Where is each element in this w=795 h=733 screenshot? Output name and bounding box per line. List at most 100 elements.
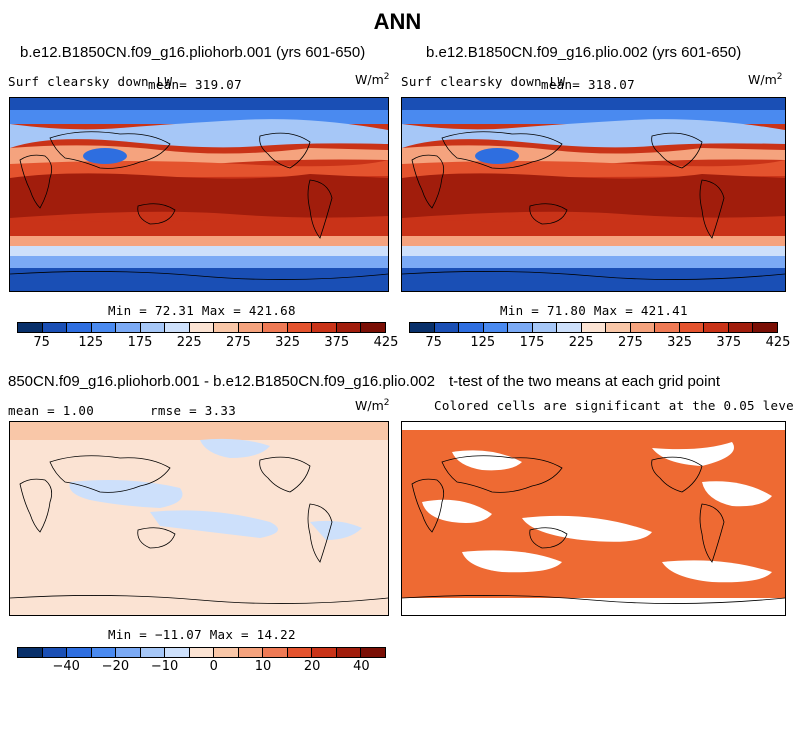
- colorbar-swatch: [728, 323, 754, 332]
- panel2-minmax: Min = 71.80 Max = 421.41: [500, 303, 688, 318]
- panel4-map: [401, 421, 786, 616]
- colorbar-swatch: [189, 648, 215, 657]
- colorbar-tick-label: 425: [765, 335, 791, 350]
- colorbar-swatch: [238, 323, 264, 332]
- colorbar-swatch: [483, 323, 509, 332]
- colorbar-swatch: [91, 323, 117, 332]
- colorbar-tick-label: 40: [353, 659, 370, 674]
- panel2-band-south-mid: [402, 236, 785, 246]
- colorbar-tick-label: 225: [568, 335, 594, 350]
- panel2-band-tropics: [402, 173, 785, 218]
- colorbar-swatch: [630, 323, 656, 332]
- colorbar-swatch: [410, 323, 435, 332]
- colorbar-swatch: [214, 323, 239, 332]
- main-title: ANN: [373, 9, 422, 34]
- panel1-band-north-mid: [10, 119, 388, 148]
- panel3-colorbar: [17, 647, 386, 658]
- colorbar-swatch: [263, 648, 288, 657]
- panel3-mean: mean = 1.00: [8, 403, 95, 418]
- colorbar-swatch: [655, 323, 680, 332]
- colorbar-swatch: [581, 323, 607, 332]
- colorbar-tick-label: 20: [303, 659, 321, 674]
- colorbar-swatch: [18, 648, 43, 657]
- colorbar-tick-label: 125: [78, 335, 104, 350]
- colorbar-swatch: [287, 648, 313, 657]
- colorbar-swatch: [189, 323, 215, 332]
- colorbar-swatch: [140, 323, 166, 332]
- colorbar-swatch: [67, 323, 92, 332]
- colorbar-tick-label: 75: [33, 335, 50, 350]
- colorbar-tick-label: 225: [176, 335, 202, 350]
- panel1-units: W/m2: [355, 72, 390, 88]
- colorbar-tick-label: 175: [127, 335, 153, 350]
- panel1-band-arctic: [10, 110, 388, 124]
- panel4-title: t-test of the two means at each grid poi…: [449, 373, 720, 390]
- panel2-band-south-warm: [402, 218, 785, 236]
- panel3-title: 850CN.f09_g16.pliohorb.001 - b.e12.B1850…: [8, 373, 435, 390]
- panel4-nonsignificant-cells: [402, 422, 785, 615]
- panel2-band-south-cool: [402, 246, 785, 256]
- colorbar-swatch: [459, 323, 484, 332]
- panel3-minmax: Min = −11.07 Max = 14.22: [108, 627, 296, 642]
- panel1-tibet-cold: [83, 148, 127, 164]
- panel2-band-southern-ocean: [402, 256, 785, 268]
- panel3-colorbar-ticks: −40 −20 −10 0 10 20 40: [17, 659, 386, 675]
- panel1-title: b.e12.B1850CN.f09_g16.pliohorb.001 (yrs …: [20, 44, 366, 61]
- colorbar-tick-label: 0: [209, 659, 218, 674]
- panel1-map: [9, 97, 389, 292]
- colorbar-swatch: [508, 323, 533, 332]
- colorbar-swatch: [165, 323, 190, 332]
- panel1-map-svg: [10, 98, 388, 291]
- panel2-map-svg: [402, 98, 785, 291]
- panel3-blue-asia: [69, 480, 183, 508]
- colorbar-swatch: [753, 323, 777, 332]
- panel2-units: W/m2: [748, 72, 783, 88]
- colorbar-swatch: [606, 323, 631, 332]
- colorbar-swatch: [434, 323, 460, 332]
- colorbar-swatch: [42, 323, 68, 332]
- panel3-rmse: rmse = 3.33: [150, 403, 237, 418]
- panel1-band-south-cool: [10, 246, 388, 256]
- panel2-band-north-mid: [402, 119, 785, 148]
- panel2-title: b.e12.B1850CN.f09_g16.plio.002 (yrs 601-…: [426, 44, 742, 61]
- colorbar-tick-label: 375: [716, 335, 742, 350]
- colorbar-swatch: [361, 323, 385, 332]
- colorbar-tick-label: 275: [225, 335, 251, 350]
- panel2-mean: mean= 318.07: [541, 77, 635, 92]
- colorbar-swatch: [704, 323, 729, 332]
- panel1-band-north-pole: [10, 98, 388, 110]
- colorbar-swatch: [116, 648, 141, 657]
- colorbar-tick-label: 75: [425, 335, 442, 350]
- panel1-band-subtropic: [10, 160, 388, 178]
- panel2-tibet-cold: [475, 148, 519, 164]
- panel1-coastlines: [10, 131, 388, 280]
- colorbar-tick-label: 325: [275, 335, 301, 350]
- panel4-map-svg: [402, 422, 785, 615]
- colorbar-tick-label: 275: [617, 335, 643, 350]
- panel2-colorbar: [409, 322, 778, 333]
- colorbar-swatch: [312, 323, 337, 332]
- panel2-band-north-pole: [402, 98, 785, 110]
- panel3-band-arctic: [10, 422, 388, 440]
- panel3-blue-south-america: [310, 520, 362, 540]
- panel2-map: [401, 97, 786, 292]
- panel1-band-southern-ocean: [10, 256, 388, 268]
- panel3-map: [9, 421, 389, 616]
- panel3-map-svg: [10, 422, 388, 615]
- panel2-band-subtropic: [402, 160, 785, 178]
- panel4-subtitle: Colored cells are significant at the 0.0…: [434, 398, 795, 413]
- panel1-mean: mean= 319.07: [148, 77, 242, 92]
- colorbar-swatch: [214, 648, 239, 657]
- panel2-band-arctic: [402, 110, 785, 124]
- colorbar-swatch: [287, 323, 313, 332]
- colorbar-swatch: [165, 648, 190, 657]
- panel1-variable: Surf clearsky down LW: [8, 74, 173, 89]
- colorbar-swatch: [312, 648, 337, 657]
- colorbar-swatch: [557, 323, 582, 332]
- colorbar-swatch: [336, 648, 362, 657]
- panel1-band-south-mid: [10, 236, 388, 246]
- colorbar-swatch: [532, 323, 558, 332]
- panel2-band-antarctica: [402, 268, 785, 291]
- panel2-coastlines: [402, 131, 785, 280]
- colorbar-swatch: [679, 323, 705, 332]
